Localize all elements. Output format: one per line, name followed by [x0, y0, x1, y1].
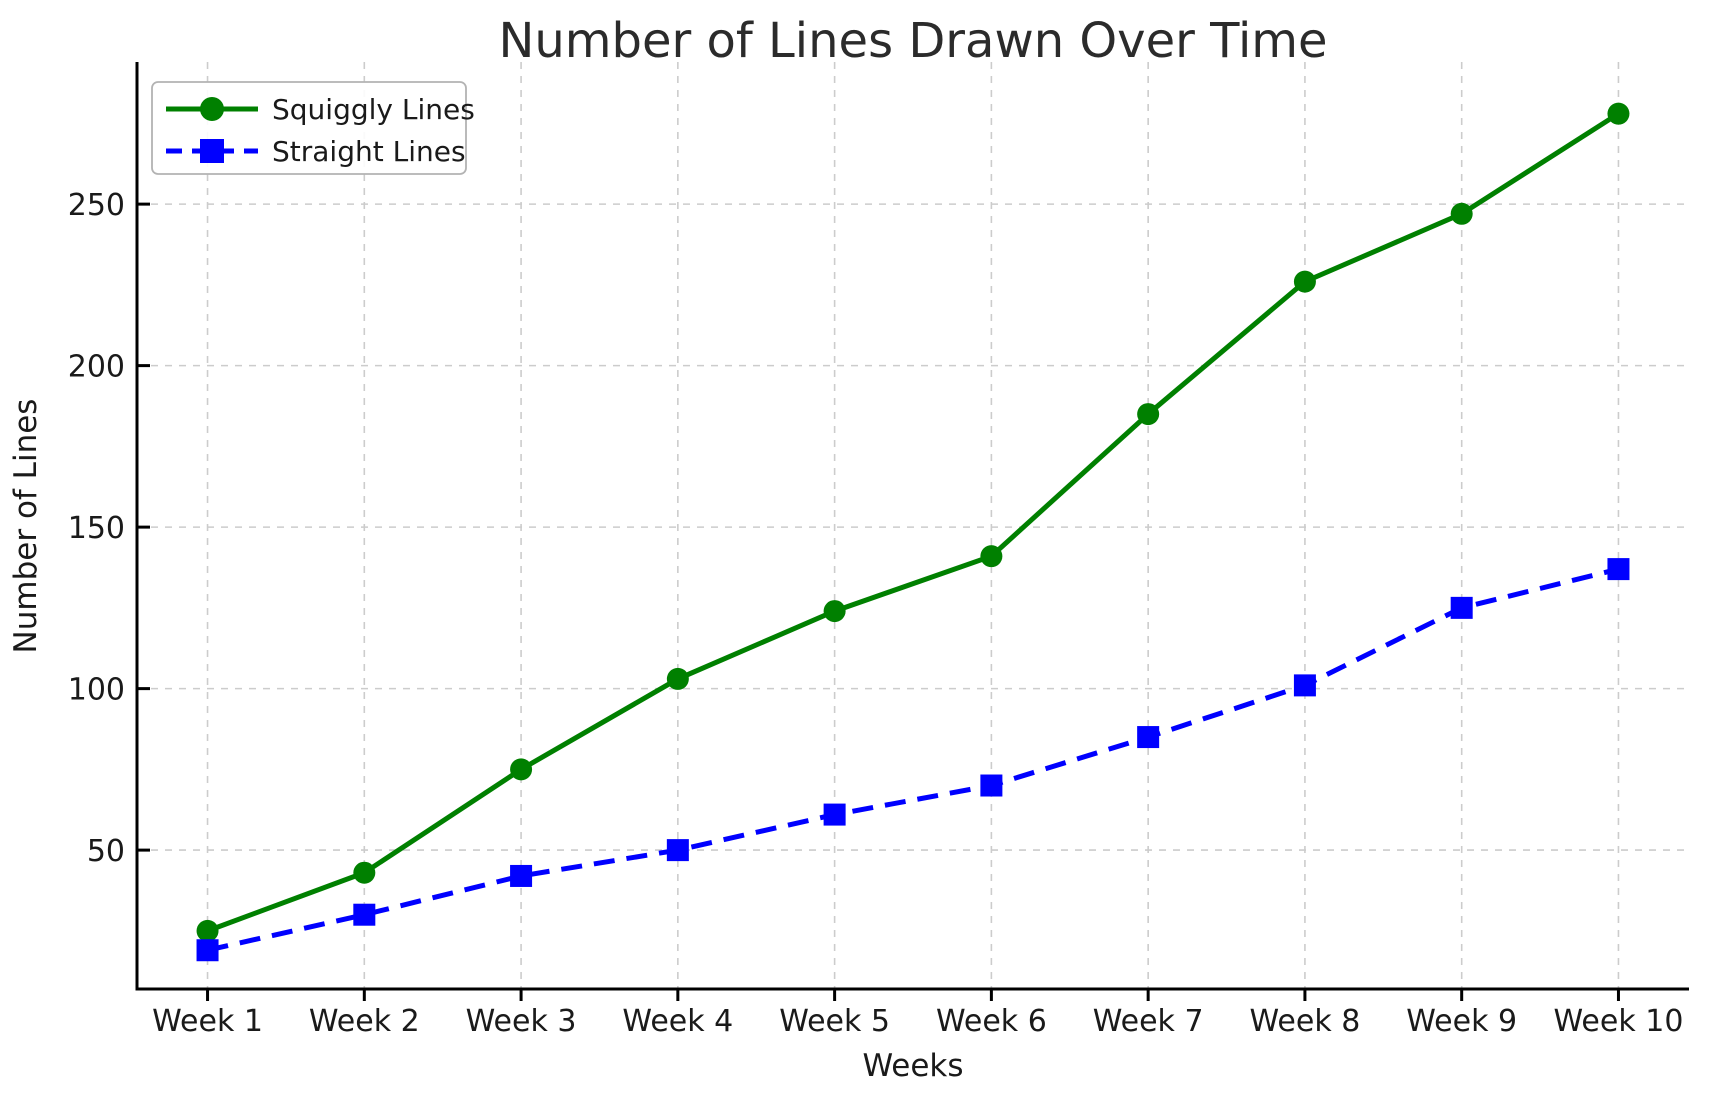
data-point-marker-straight-lines [510, 864, 533, 887]
x-tick-label: Week 3 [466, 1004, 577, 1039]
x-tick-label: Week 8 [1250, 1004, 1361, 1039]
data-point-marker-straight-lines [1293, 674, 1316, 697]
data-point-marker-squiggly-lines [980, 545, 1003, 568]
data-point-marker-squiggly-lines [823, 600, 846, 623]
data-point-marker-straight-lines [666, 839, 689, 862]
data-point-marker-straight-lines [196, 939, 219, 962]
x-tick-label: Week 10 [1554, 1004, 1684, 1039]
data-point-marker-squiggly-lines [353, 861, 376, 884]
chart-title: Number of Lines Drawn Over Time [498, 13, 1327, 69]
grid-layer [137, 62, 1689, 989]
x-tick-label: Week 1 [152, 1004, 263, 1039]
data-point-marker-straight-lines [980, 774, 1003, 797]
data-point-marker-squiggly-lines [1137, 403, 1160, 426]
legend-label-squiggly-lines: Squiggly Lines [272, 93, 475, 126]
data-point-marker-straight-lines [353, 903, 376, 926]
x-tick-label: Week 7 [1093, 1004, 1204, 1039]
x-tick-label: Week 9 [1406, 1004, 1517, 1039]
legend: Squiggly Lines Straight Lines [151, 81, 475, 175]
x-tick-label: Week 5 [779, 1004, 890, 1039]
series-layer [196, 102, 1630, 962]
legend-marker-squiggly-lines [200, 97, 224, 121]
x-tick-label: Week 2 [309, 1004, 420, 1039]
legend-marker-straight-lines [200, 139, 224, 163]
series-line-squiggly-lines [206, 111, 1620, 934]
data-point-marker-squiggly-lines [510, 758, 533, 781]
y-axis-label: Number of Lines [8, 399, 44, 654]
data-point-marker-squiggly-lines [1450, 202, 1473, 225]
y-tick-label: 250 [68, 188, 125, 223]
series-line-straight-lines [206, 566, 1620, 953]
data-point-marker-straight-lines [1607, 558, 1630, 581]
x-tick-label: Week 4 [622, 1004, 733, 1039]
x-axis-label: Weeks [862, 1048, 963, 1084]
data-point-marker-squiggly-lines [666, 667, 689, 690]
y-tick-label: 50 [87, 834, 125, 869]
axes-layer: 50 100 150 200 250 Week 1 Week 2 Week 3 Week 4 We… [68, 62, 1689, 1039]
data-point-marker-squiggly-lines [196, 919, 219, 942]
data-point-marker-straight-lines [823, 803, 846, 826]
data-point-marker-squiggly-lines [1293, 270, 1316, 293]
legend-label-straight-lines: Straight Lines [272, 135, 466, 168]
y-tick-label: 200 [68, 350, 125, 385]
data-point-marker-straight-lines [1450, 596, 1473, 619]
data-point-marker-straight-lines [1137, 726, 1160, 749]
x-tick-label: Week 6 [936, 1004, 1047, 1039]
y-tick-label: 150 [68, 511, 125, 546]
y-tick-label: 100 [68, 673, 125, 708]
data-point-marker-squiggly-lines [1607, 102, 1630, 125]
